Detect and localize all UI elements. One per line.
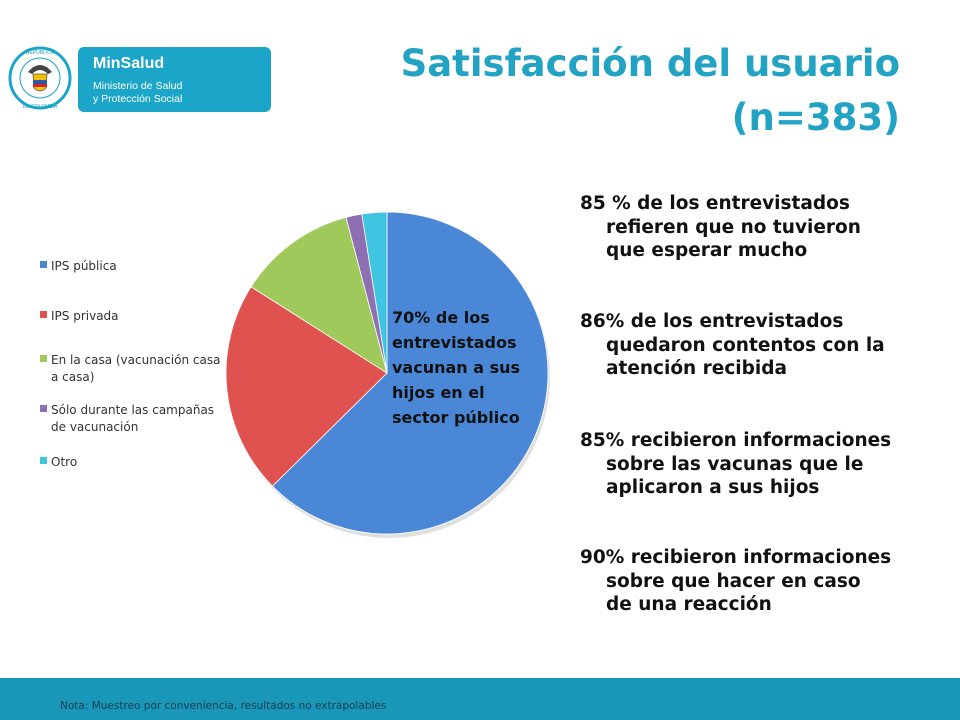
- footer-note: Nota: Muestreo por conveniencia, resulta…: [60, 700, 387, 712]
- stat-line-3-2: aplicaron a sus hijos: [606, 477, 820, 498]
- legend-label-1: IPS pública: [51, 259, 117, 273]
- stat-item-1: 85 % de los entrevistados refieren que no…: [580, 192, 920, 263]
- pie-annotation-line-1: 70% de los: [392, 308, 490, 327]
- pie-slice-1: [271, 211, 549, 535]
- stat-item-4: 90% recibieron informaciones sobre que ha…: [580, 546, 920, 617]
- legend-swatch-4: [40, 405, 47, 412]
- legend-label-5: Otro: [51, 455, 78, 469]
- logo-subtitle-1: Ministerio de Salud: [93, 80, 183, 92]
- pie-slice-3: [250, 216, 388, 374]
- stat-line-2-1: quedaron contentos con la: [606, 334, 885, 356]
- legend-swatch-3: [40, 355, 47, 362]
- stat-line-4-2: de una reacción: [606, 594, 772, 615]
- stat-line-1-1: refieren que no tuvieron: [606, 216, 861, 238]
- stat-item-3: 85% recibieron informaciones sobre las va…: [580, 429, 920, 500]
- pie-annotation-line-5: sector público: [392, 408, 520, 427]
- legend-swatch-2: [40, 311, 47, 318]
- stat-headline-1: 85 % de los entrevistados: [580, 193, 850, 214]
- legend-label-3: En la casa (vacunación casa a casa): [51, 353, 221, 384]
- pie-slice-2: [225, 286, 388, 487]
- pie-annotation-line-3: vacunan a sus: [392, 358, 521, 377]
- pie-annotation: 70% de los entrevistados vacunan a sus hijo…: [392, 305, 542, 430]
- stat-headline-2: 86% de los entrevistados: [580, 311, 844, 332]
- logo-name: MinSalud: [93, 55, 165, 72]
- stat-line-3-1: sobre las vacunas que le: [606, 453, 864, 475]
- colombia-seal-logo: REPÚBLICA DE COLOMBIA: [8, 46, 72, 110]
- legend-label-4: Sólo durante las campañas de vacunación: [51, 403, 215, 434]
- stat-headline-3: 85% recibieron informaciones: [580, 430, 892, 451]
- page-title-sample-size: (n=383): [731, 96, 900, 139]
- footer-bar: Nota: Muestreo por conveniencia, resulta…: [0, 678, 960, 720]
- pie-slice-5: [361, 211, 388, 374]
- stat-headline-4: 90% recibieron informaciones: [580, 547, 892, 568]
- legend-swatch-5: [40, 457, 47, 464]
- legend-swatch-1: [40, 261, 47, 268]
- logo-subtitle-2: y Protección Social: [93, 93, 183, 105]
- pie-outline: [225, 211, 549, 535]
- svg-text:REPÚBLICA: REPÚBLICA: [26, 49, 55, 56]
- legend-label-2: IPS privada: [51, 309, 119, 323]
- stat-item-2: 86% de los entrevistados quedaron content…: [580, 310, 920, 381]
- pie-annotation-line-4: hijos en el: [392, 383, 485, 402]
- svg-text:DE COLOMBIA: DE COLOMBIA: [23, 104, 58, 110]
- stat-line-1-2: que esperar mucho: [606, 240, 808, 261]
- page-title: Satisfacción del usuario: [400, 42, 900, 85]
- pie-annotation-line-2: entrevistados: [392, 333, 517, 352]
- stat-line-4-1: sobre que hacer en caso: [606, 570, 861, 592]
- minsalud-logo: MinSalud Ministerio de Salud y Protecció…: [78, 47, 271, 112]
- stat-line-2-2: atención recibida: [606, 358, 787, 379]
